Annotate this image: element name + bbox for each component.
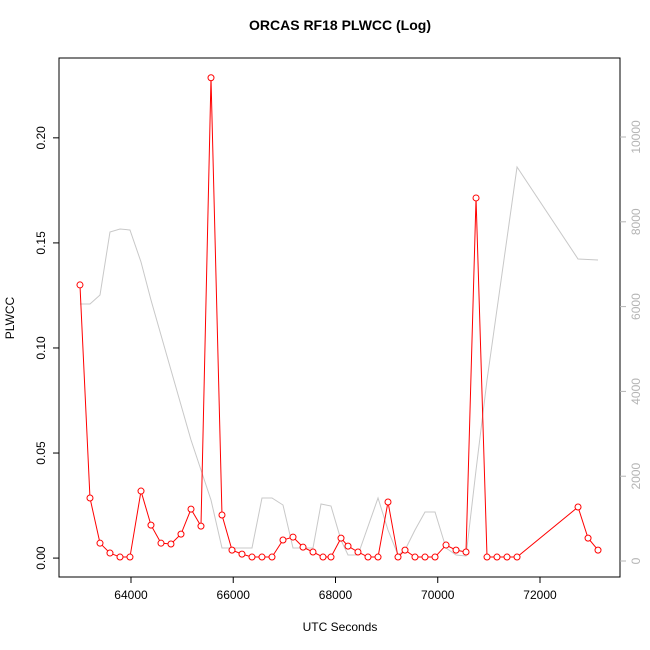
point <box>319 553 327 561</box>
point <box>503 553 511 561</box>
chart-title: ORCAS RF18 PLWCC (Log) <box>249 17 431 33</box>
point <box>309 548 317 556</box>
point <box>126 553 134 561</box>
point <box>384 498 392 506</box>
point <box>452 546 460 554</box>
point <box>157 539 165 547</box>
point <box>106 549 114 557</box>
y-tick-label: 0.15 <box>34 231 48 255</box>
x-tick-label: 66000 <box>217 588 251 602</box>
point <box>472 194 480 202</box>
y-tick-label: 0.10 <box>34 336 48 360</box>
point <box>337 534 345 542</box>
x-axis-label: UTC Seconds <box>303 620 378 634</box>
point <box>137 487 145 495</box>
point <box>258 553 266 561</box>
point <box>248 553 256 561</box>
y2-tick-label: 2000 <box>629 463 643 490</box>
point <box>411 553 419 561</box>
point <box>327 553 335 561</box>
point <box>401 546 409 554</box>
point <box>238 550 246 558</box>
x-tick-label: 72000 <box>523 588 557 602</box>
point <box>442 541 450 549</box>
y2-tick-label: 4000 <box>629 378 643 405</box>
point <box>421 553 429 561</box>
point <box>187 505 195 513</box>
point <box>354 548 362 556</box>
point <box>96 539 104 547</box>
y2-tick-label: 10000 <box>629 120 643 154</box>
y-tick-label: 0.00 <box>34 546 48 570</box>
point <box>147 521 155 529</box>
point <box>344 542 352 550</box>
point <box>86 494 94 502</box>
y2-tick-label: 6000 <box>629 293 643 320</box>
y-axis-label: PLWCC <box>3 296 17 339</box>
point <box>483 553 491 561</box>
point <box>207 74 215 82</box>
point <box>394 553 402 561</box>
point <box>228 546 236 554</box>
y-tick-label: 0.20 <box>34 126 48 150</box>
point <box>218 511 226 519</box>
point <box>299 543 307 551</box>
point <box>584 534 592 542</box>
point <box>116 553 124 561</box>
point <box>594 546 602 554</box>
y2-tick-label: 0 <box>629 557 643 564</box>
point <box>374 553 382 561</box>
plot-frame <box>58 57 621 578</box>
point <box>279 536 287 544</box>
point <box>493 553 501 561</box>
y-tick-label: 0.05 <box>34 441 48 465</box>
point <box>513 553 521 561</box>
point <box>574 503 582 511</box>
point <box>462 548 470 556</box>
point <box>177 530 185 538</box>
point <box>268 553 276 561</box>
x-tick-label: 70000 <box>421 588 455 602</box>
x-tick-label: 64000 <box>114 588 148 602</box>
point <box>197 522 205 530</box>
x-tick-label: 68000 <box>319 588 353 602</box>
point <box>431 553 439 561</box>
series-line <box>79 165 599 557</box>
point <box>76 281 84 289</box>
point <box>364 553 372 561</box>
y2-tick-label: 8000 <box>629 208 643 235</box>
point <box>167 540 175 548</box>
series-line <box>79 77 599 559</box>
point <box>289 533 297 541</box>
